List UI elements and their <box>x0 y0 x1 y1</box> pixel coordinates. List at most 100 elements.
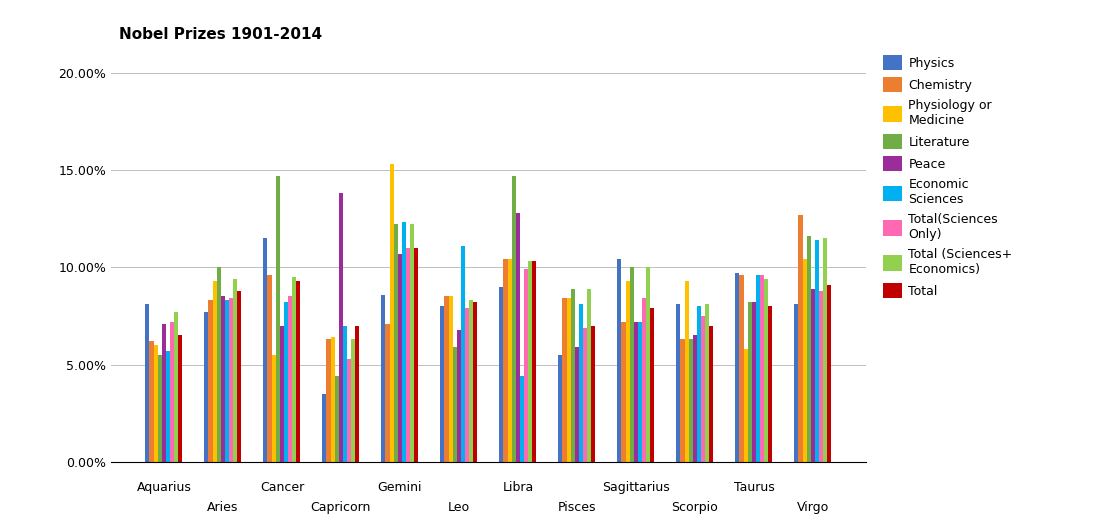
Bar <box>500 287 504 462</box>
Bar <box>461 246 465 462</box>
Bar <box>642 298 646 462</box>
Bar <box>650 308 655 462</box>
Bar <box>402 222 406 462</box>
Bar <box>158 355 162 462</box>
Bar <box>166 351 170 462</box>
Bar <box>507 260 512 462</box>
Bar <box>390 164 394 462</box>
Bar <box>322 394 326 462</box>
Bar <box>807 236 810 462</box>
Bar <box>179 336 182 462</box>
Bar <box>411 225 414 462</box>
Bar <box>406 248 411 462</box>
Bar <box>216 267 221 462</box>
Text: Leo: Leo <box>447 501 470 514</box>
Bar <box>626 281 629 462</box>
Bar <box>289 296 292 462</box>
Text: Cancer: Cancer <box>260 482 304 494</box>
Bar <box>457 330 461 462</box>
Bar <box>558 355 563 462</box>
Bar <box>414 248 418 462</box>
Bar <box>760 275 764 462</box>
Bar <box>524 269 528 462</box>
Bar <box>575 347 579 462</box>
Bar <box>768 306 773 462</box>
Bar <box>528 261 533 462</box>
Bar <box>209 301 213 462</box>
Bar <box>702 316 705 462</box>
Bar <box>756 275 760 462</box>
Bar <box>343 326 347 462</box>
Text: Capricorn: Capricorn <box>311 501 371 514</box>
Bar <box>280 326 284 462</box>
Bar <box>735 273 739 462</box>
Bar <box>347 359 351 462</box>
Bar <box>153 345 158 462</box>
Bar <box>448 296 453 462</box>
Bar <box>221 296 225 462</box>
Bar <box>709 326 714 462</box>
Bar <box>238 290 242 462</box>
Bar <box>533 261 536 462</box>
Bar <box>751 302 756 462</box>
Bar <box>622 322 626 462</box>
Bar <box>473 302 477 462</box>
Bar <box>339 193 343 462</box>
Bar <box>634 322 638 462</box>
Bar <box>583 328 587 462</box>
Bar <box>638 322 642 462</box>
Bar <box>504 260 507 462</box>
Bar <box>516 213 519 462</box>
Text: Sagittarius: Sagittarius <box>602 482 669 494</box>
Bar <box>795 304 798 462</box>
Text: Taurus: Taurus <box>734 482 775 494</box>
Bar <box>579 304 583 462</box>
Bar <box>629 267 634 462</box>
Bar <box>519 376 524 462</box>
Bar <box>284 302 289 462</box>
Bar <box>229 298 233 462</box>
Bar <box>263 238 268 462</box>
Bar <box>587 289 592 462</box>
Bar <box>705 304 709 462</box>
Bar <box>819 290 824 462</box>
Bar <box>744 349 748 462</box>
Bar <box>382 295 385 462</box>
Bar <box>326 339 331 462</box>
Bar <box>680 339 685 462</box>
Bar <box>592 326 595 462</box>
Bar <box>815 240 819 462</box>
Bar <box>693 336 697 462</box>
Bar <box>213 281 216 462</box>
Bar <box>272 355 275 462</box>
Bar <box>571 289 575 462</box>
Bar <box>394 225 397 462</box>
Bar <box>810 289 815 462</box>
Bar <box>233 279 238 462</box>
Bar <box>292 277 296 462</box>
Bar <box>331 337 335 462</box>
Bar <box>170 322 174 462</box>
Bar <box>162 324 166 462</box>
Bar <box>275 176 280 462</box>
Bar <box>335 376 339 462</box>
Bar <box>145 304 150 462</box>
Bar <box>685 281 688 462</box>
Bar <box>512 176 516 462</box>
Bar <box>204 312 209 462</box>
Bar <box>824 238 827 462</box>
Bar <box>646 267 650 462</box>
Bar <box>688 339 693 462</box>
Text: Gemini: Gemini <box>377 482 422 494</box>
Text: Virgo: Virgo <box>797 501 829 514</box>
Bar <box>617 260 622 462</box>
Text: Aries: Aries <box>208 501 239 514</box>
Bar <box>566 298 571 462</box>
Bar <box>444 296 448 462</box>
Bar <box>465 308 470 462</box>
Text: Scorpio: Scorpio <box>672 501 718 514</box>
Bar <box>563 298 566 462</box>
Bar <box>397 254 402 462</box>
Bar <box>739 275 744 462</box>
Bar <box>676 304 680 462</box>
